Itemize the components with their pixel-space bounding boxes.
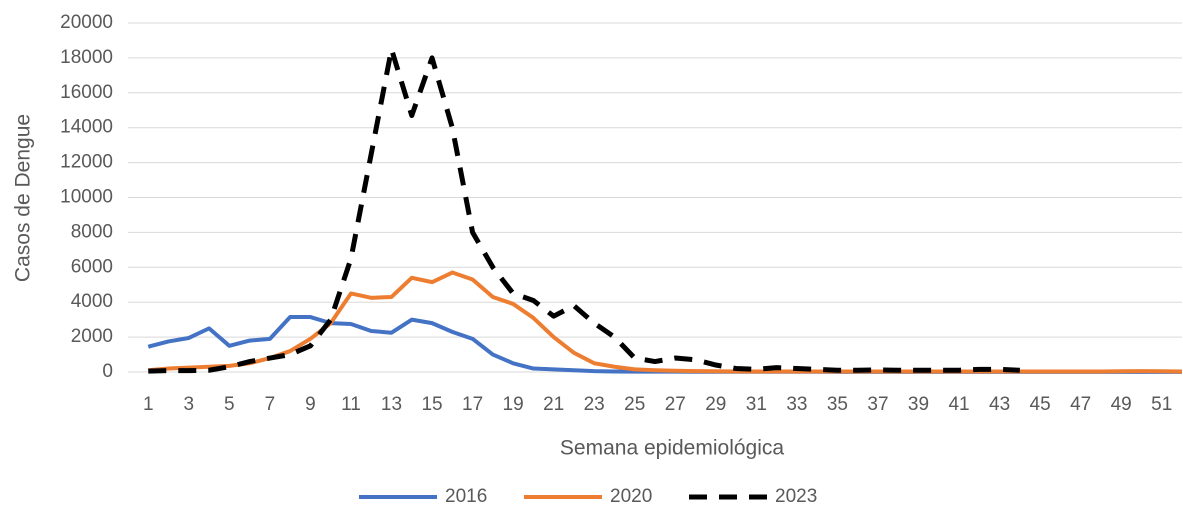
x-tick-label: 25 bbox=[624, 394, 645, 415]
legend-label: 2023 bbox=[775, 486, 817, 507]
y-tick-label: 16000 bbox=[60, 82, 113, 103]
y-tick-label: 18000 bbox=[60, 47, 113, 68]
series-line bbox=[148, 270, 1183, 374]
x-tick-label: 47 bbox=[1070, 394, 1091, 415]
x-tick-label: 1 bbox=[143, 394, 154, 415]
x-tick-label: 33 bbox=[786, 394, 807, 415]
x-tick-label: 39 bbox=[908, 394, 929, 415]
y-tick-label: 20000 bbox=[60, 12, 113, 33]
y-tick-label: 12000 bbox=[60, 152, 113, 173]
y-tick-label: 6000 bbox=[71, 256, 113, 277]
x-tick-label: 7 bbox=[265, 394, 276, 415]
y-axis-label: Casos de Dengue bbox=[12, 114, 35, 282]
x-tick-label: 27 bbox=[665, 394, 686, 415]
y-tick-label: 2000 bbox=[71, 326, 113, 347]
x-tick-label: 15 bbox=[421, 394, 442, 415]
y-tick-label: 14000 bbox=[60, 117, 113, 138]
y-tick-label: 4000 bbox=[71, 291, 113, 312]
y-tick-label: 10000 bbox=[60, 187, 113, 208]
legend-label: 2016 bbox=[445, 486, 487, 507]
x-tick-label: 3 bbox=[184, 394, 195, 415]
x-tick-label: 23 bbox=[584, 394, 605, 415]
x-tick-label: 29 bbox=[705, 394, 726, 415]
x-tick-label: 5 bbox=[224, 394, 235, 415]
x-tick-label: 21 bbox=[543, 394, 564, 415]
x-tick-label: 35 bbox=[827, 394, 848, 415]
legend-label: 2020 bbox=[610, 486, 652, 507]
x-tick-label: 13 bbox=[381, 394, 402, 415]
x-tick-label: 17 bbox=[462, 394, 483, 415]
x-tick-label: 49 bbox=[1111, 394, 1132, 415]
x-tick-label: 43 bbox=[989, 394, 1010, 415]
x-tick-label: 19 bbox=[503, 394, 524, 415]
x-axis-label: Semana epidemiológica bbox=[560, 437, 784, 460]
y-tick-label: 0 bbox=[102, 361, 113, 382]
x-tick-label: 45 bbox=[1030, 394, 1051, 415]
x-tick-label: 51 bbox=[1151, 394, 1172, 415]
series-line bbox=[148, 46, 1020, 374]
y-tick-label: 8000 bbox=[71, 221, 113, 242]
x-tick-label: 41 bbox=[948, 394, 969, 415]
x-tick-label: 37 bbox=[867, 394, 888, 415]
x-tick-label: 31 bbox=[746, 394, 767, 415]
x-tick-label: 11 bbox=[341, 394, 361, 415]
x-tick-label: 9 bbox=[305, 394, 316, 415]
